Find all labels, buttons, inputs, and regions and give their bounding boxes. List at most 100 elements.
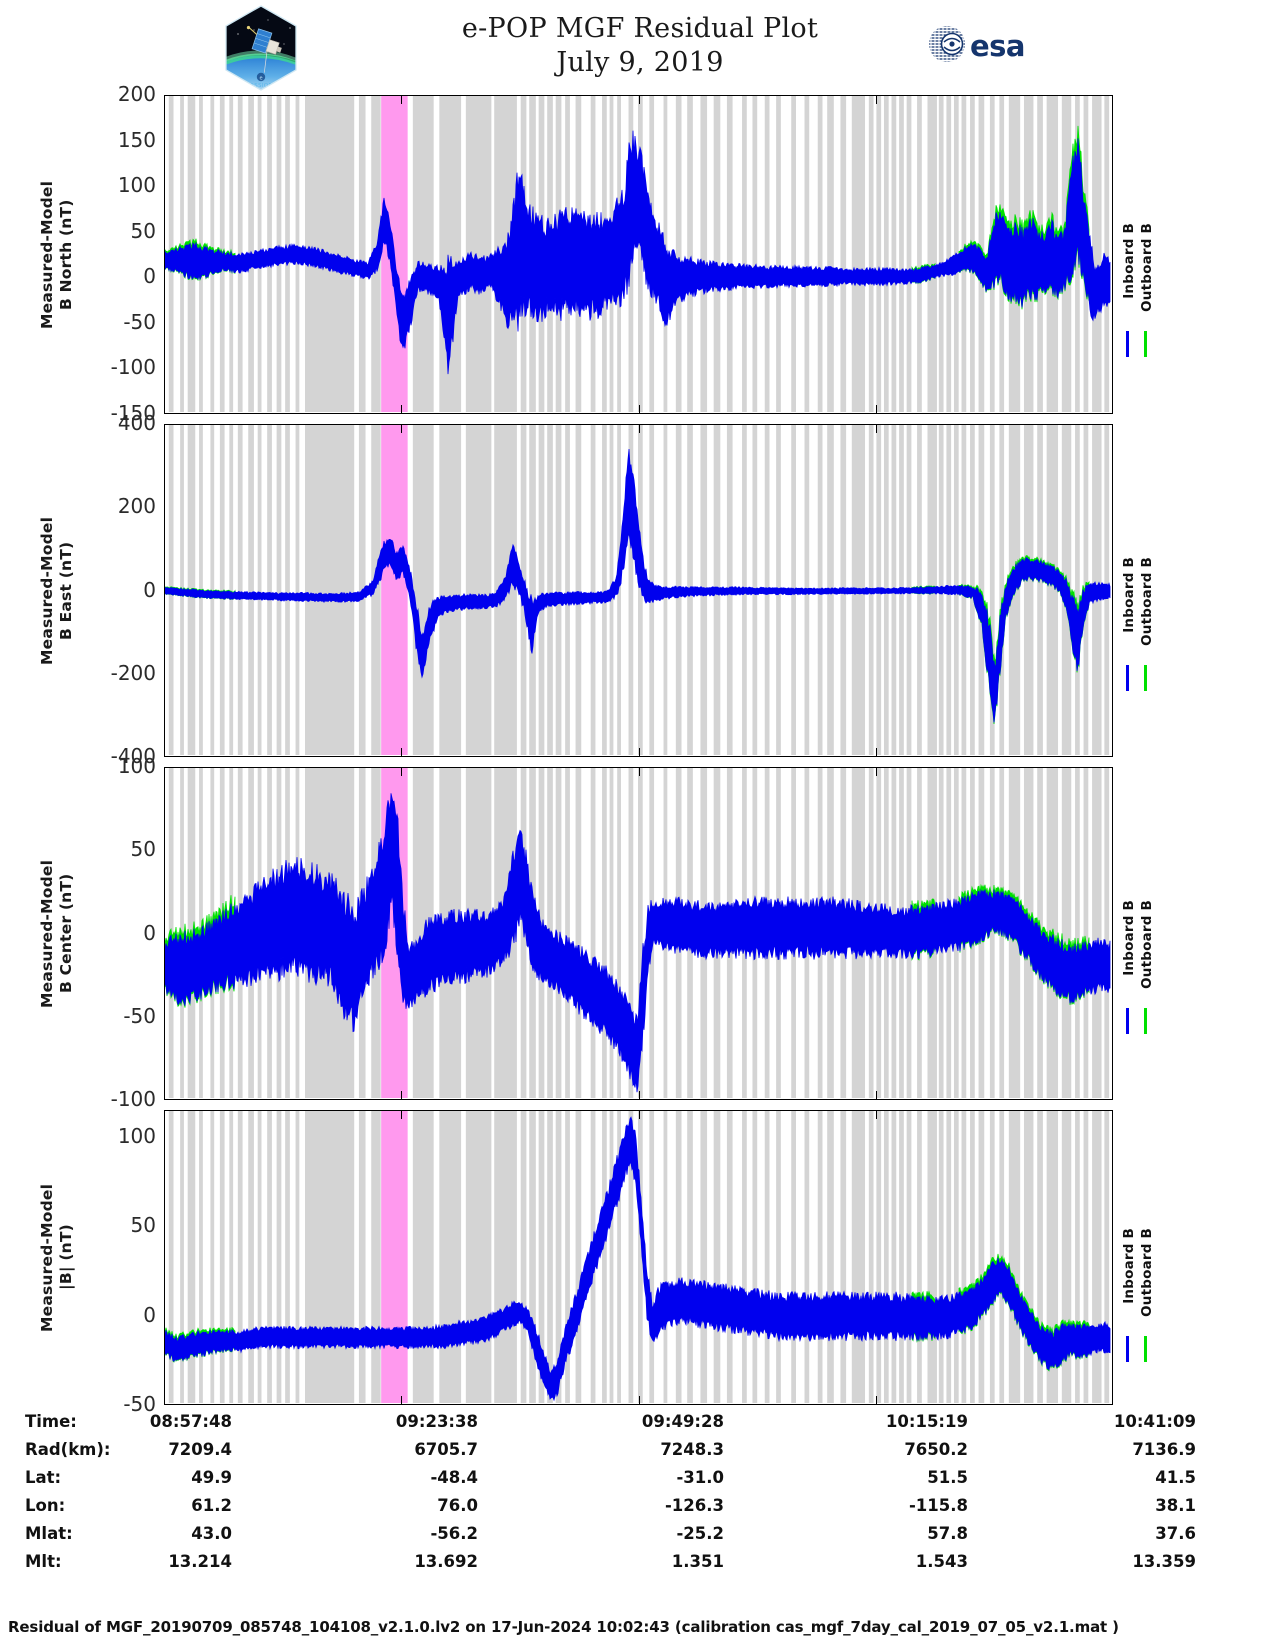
panel-4-ytick-0: 100 — [117, 1123, 156, 1148]
esa-wordmark: esa — [970, 29, 1025, 63]
title-line-2: July 9, 2019 — [556, 47, 724, 78]
svg-text:e: e — [259, 76, 262, 82]
panel-2-ytickmark-1 — [164, 507, 173, 509]
panel-4-ytick-2: 0 — [143, 1302, 156, 1327]
panel-1-legend-swatch-inboard — [1126, 330, 1129, 357]
footer-provenance-text: Residual of MGF_20190709_085748_104108_v… — [8, 1618, 1119, 1636]
outboard-b-trace — [911, 262, 936, 285]
panel-1-ytick-7: -150 — [110, 401, 156, 425]
outboard-b-trace — [165, 586, 236, 600]
panel-4-legend-inboard: Inboard B — [1121, 1228, 1137, 1304]
panel-1-ytick-3: 50 — [130, 218, 156, 243]
panel-1-xtickmark-top-1 — [401, 95, 403, 104]
esa-logo-icon: esa — [928, 22, 1040, 66]
table-cell: 51.5 — [927, 1468, 968, 1487]
panel-1-legend-inboard: Inboard B — [1121, 222, 1137, 299]
table-cell: -25.2 — [676, 1524, 724, 1543]
table-row: Time: 08:57:48 09:23:38 09:49:28 10:15:19 10:… — [0, 1412, 1275, 1440]
table-cell: -56.2 — [430, 1524, 478, 1543]
panel-3-y-axis-label: Measured-Model B Center (nT) — [38, 859, 75, 1008]
panel-2-y-axis-label: Measured-Model B East (nT) — [38, 516, 75, 665]
panel-2-ytick-1: 200 — [117, 494, 156, 519]
panel-2-legend-outboard: Outboard B — [1139, 557, 1155, 647]
table-cell: 1.351 — [671, 1552, 724, 1571]
outboard-b-trace — [911, 585, 936, 595]
panel-1-ytick-6: -100 — [110, 355, 156, 380]
panel-3-ytick-3: -50 — [123, 1003, 156, 1028]
table-row-label: Time: — [25, 1412, 77, 1431]
table-cell: 13.359 — [1132, 1552, 1196, 1571]
panel-3-xtickmark-2 — [638, 1091, 640, 1100]
panel-2-ytick-3: -200 — [110, 660, 156, 685]
table-cell: 13.214 — [168, 1552, 232, 1571]
outboard-b-trace — [958, 1253, 1090, 1372]
table-cell: -31.0 — [676, 1468, 724, 1487]
panel-1-xtickmark-1 — [401, 405, 403, 414]
inboard-b-trace — [165, 130, 1111, 375]
table-row: Lat: 49.9 -48.4 -31.0 51.5 41.5 — [0, 1468, 1275, 1496]
panel-2-ytickmark-3 — [164, 673, 173, 675]
panel-1-ytick-4: 0 — [143, 264, 156, 289]
table-row: Mlat: 43.0 -56.2 -25.2 57.8 37.6 — [0, 1524, 1275, 1552]
page-title: e-POP MGF Residual Plot July 9, 2019 — [340, 12, 940, 80]
panel-2-ytickmark-2 — [164, 590, 173, 592]
panel-1-legend-swatch-outboard — [1144, 330, 1147, 357]
panel-4-xtickmark-top-3 — [875, 1110, 877, 1119]
outboard-b-trace — [911, 898, 936, 961]
panel-2-xtickmark-1 — [401, 748, 403, 757]
panel-4-legend-swatch-inboard — [1126, 1336, 1129, 1362]
panel-1-ytickmark-6 — [164, 368, 173, 370]
table-cell: 7136.9 — [1132, 1440, 1196, 1459]
panel-3-ytickmark-3 — [164, 1016, 173, 1018]
panel-1-ytickmark-3 — [164, 231, 173, 233]
panel-3-xtickmark-top-3 — [875, 767, 877, 776]
panel-2-ytick-4: -400 — [110, 744, 156, 768]
panel-3-ytick-1: 50 — [130, 837, 156, 862]
panel-1-ytick-1: 150 — [117, 127, 156, 152]
panel-4-xtickmark-top-2 — [638, 1110, 640, 1119]
panel-2-plot-area — [164, 424, 1113, 757]
table-cell: 09:23:38 — [395, 1412, 478, 1431]
outboard-b-trace — [958, 883, 1090, 1006]
panel-2-ytick-0: 400 — [117, 411, 156, 435]
panel-2-xtickmark-top-2 — [638, 424, 640, 433]
table-cell: 6705.7 — [414, 1440, 478, 1459]
table-cell: 10:41:09 — [1113, 1412, 1196, 1431]
panel-1-ytick-2: 100 — [117, 173, 156, 198]
panel-3-legend-outboard: Outboard B — [1139, 900, 1155, 990]
outboard-b-trace — [165, 895, 236, 1008]
panel-2-xtickmark-2 — [638, 748, 640, 757]
inboard-b-trace — [165, 793, 1111, 1093]
panel-1-plot-area — [164, 95, 1113, 414]
panel-2-xtickmark-top-1 — [401, 424, 403, 433]
table-cell: 13.692 — [414, 1552, 478, 1571]
title-line-1: e-POP MGF Residual Plot — [461, 13, 819, 44]
panel-1-xtickmark-2 — [638, 405, 640, 414]
table-cell: 7650.2 — [904, 1440, 968, 1459]
table-cell: 49.9 — [191, 1468, 232, 1487]
table-cell: -48.4 — [430, 1468, 478, 1487]
table-cell: 38.1 — [1155, 1496, 1196, 1515]
panel-2-xtickmark-3 — [875, 748, 877, 757]
table-cell: 7248.3 — [660, 1440, 724, 1459]
mission-patch-label: CASSIOPE — [246, 83, 276, 89]
panel-1-y-axis-label: Measured-Model B North (nT) — [38, 180, 75, 329]
table-cell: 61.2 — [191, 1496, 232, 1515]
panel-4-xtickmark-1 — [401, 1396, 403, 1405]
inboard-b-trace — [165, 448, 1111, 723]
panel-3-legend-inboard: Inboard B — [1121, 900, 1137, 976]
panel-3-plot-area — [164, 767, 1113, 1100]
table-row: Mlt: 13.214 13.692 1.351 1.543 13.359 — [0, 1552, 1275, 1580]
panel-3-xtickmark-top-2 — [638, 767, 640, 776]
panel-3-legend-swatch-inboard — [1126, 1008, 1129, 1035]
panel-4-ytickmark-0 — [164, 1136, 173, 1138]
panel-4-xtickmark-2 — [638, 1396, 640, 1405]
table-cell: 1.543 — [915, 1552, 968, 1571]
panel-1-ytickmark-5 — [164, 322, 173, 324]
table-cell: 76.0 — [437, 1496, 478, 1515]
table-cell: 08:57:48 — [149, 1412, 232, 1431]
